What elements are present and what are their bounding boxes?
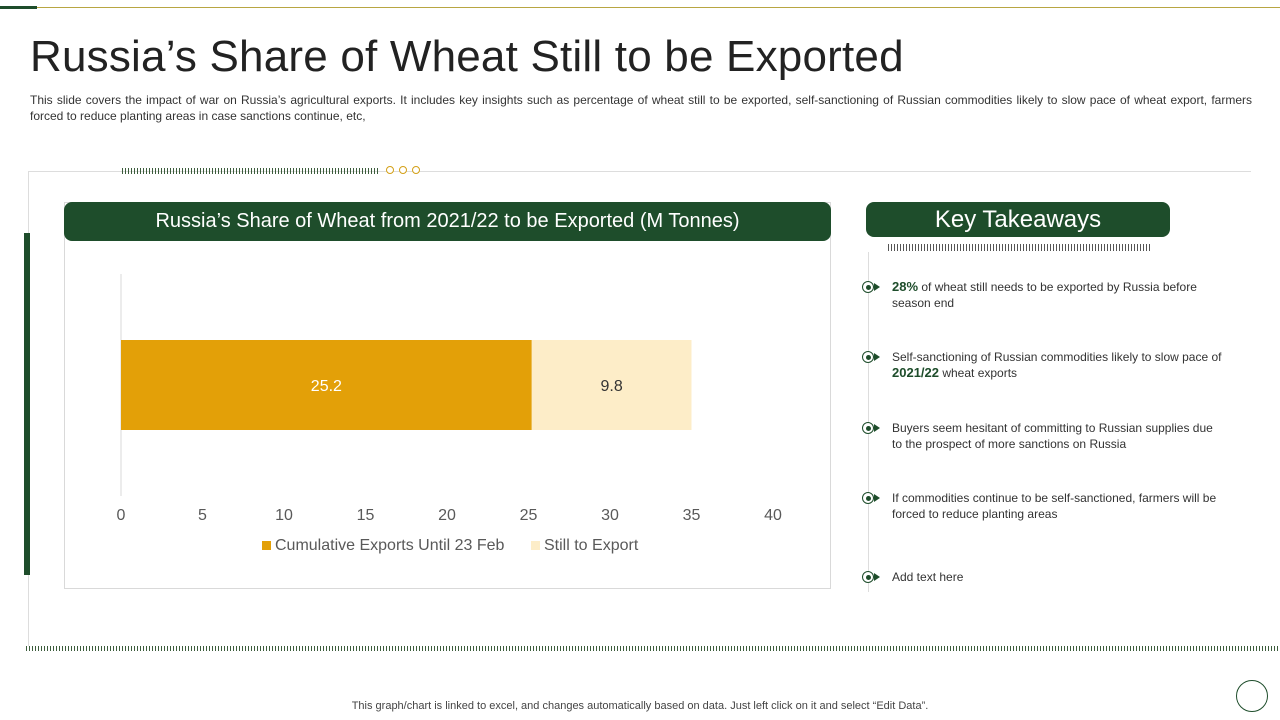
- page-title: Russia’s Share of Wheat Still to be Expo…: [30, 32, 904, 81]
- data-label: 25.2: [311, 378, 342, 395]
- bullet-icon: [862, 281, 880, 293]
- legend-label: Cumulative Exports Until 23 Feb: [275, 537, 505, 554]
- top-accent: [0, 6, 37, 9]
- legend-swatch: [531, 541, 540, 550]
- decorative-hatch-takeaways: [888, 244, 1150, 251]
- x-tick-label: 15: [357, 507, 375, 524]
- takeaway-item: Self-sanctioning of Russian commodities …: [862, 349, 1222, 381]
- decorative-dot: [399, 166, 407, 174]
- takeaway-text: 28% of wheat still needs to be exported …: [892, 279, 1222, 311]
- takeaway-body: Self-sanctioning of Russian commodities …: [892, 350, 1222, 364]
- x-tick-label: 30: [601, 507, 619, 524]
- x-tick-label: 5: [198, 507, 207, 524]
- decorative-dot: [412, 166, 420, 174]
- bar-still-to-export[interactable]: [531, 340, 692, 430]
- bullet-icon: [862, 571, 880, 583]
- chart-title: Russia’s Share of Wheat from 2021/22 to …: [64, 202, 831, 241]
- takeaway-item: Add text here: [862, 569, 1222, 585]
- bullet-icon: [862, 492, 880, 504]
- takeaway-item: 28% of wheat still needs to be exported …: [862, 279, 1222, 311]
- top-rule: [0, 7, 1280, 8]
- takeaway-item: If commodities continue to be self-sanct…: [862, 490, 1222, 522]
- x-tick-label: 0: [117, 507, 126, 524]
- takeaway-text: If commodities continue to be self-sanct…: [892, 491, 1217, 521]
- x-tick-label: 35: [683, 507, 701, 524]
- takeaway-highlight: 28%: [892, 279, 919, 294]
- takeaway-body: of wheat still needs to be exported by R…: [892, 280, 1197, 310]
- legend-swatch: [262, 541, 271, 550]
- data-label: 9.8: [601, 378, 623, 395]
- x-tick-label: 25: [520, 507, 538, 524]
- decorative-hatch-bottom: [26, 646, 1280, 651]
- left-accent-bar: [24, 233, 30, 575]
- page-subtitle: This slide covers the impact of war on R…: [30, 93, 1252, 123]
- x-tick-label: 10: [275, 507, 293, 524]
- bullet-icon: [862, 351, 880, 363]
- footer-note: This graph/chart is linked to excel, and…: [351, 700, 929, 712]
- takeaway-body: wheat exports: [939, 366, 1018, 380]
- key-takeaways-header: Key Takeaways: [866, 202, 1170, 237]
- stacked-bar-chart[interactable]: 25.2 9.8 0 5 10 15 20 25 30 35 40 Cumulative Export…: [64, 241, 831, 588]
- bar-cumulative-exports[interactable]: [121, 340, 532, 430]
- x-tick-label: 40: [764, 507, 782, 524]
- legend-label: Still to Export: [544, 537, 639, 554]
- bullet-icon: [862, 422, 880, 434]
- decorative-dot: [386, 166, 394, 174]
- takeaway-text: Self-sanctioning of Russian commodities …: [892, 349, 1222, 381]
- takeaway-item: Buyers seem hesitant of committing to Ru…: [862, 420, 1222, 452]
- x-tick-label: 20: [438, 507, 456, 524]
- corner-circle-icon: [1236, 680, 1268, 712]
- takeaway-text[interactable]: Add text here: [892, 570, 964, 584]
- takeaway-highlight: 2021/22: [892, 365, 939, 380]
- decorative-dots: [386, 166, 420, 174]
- frame-top-line: [28, 171, 1251, 172]
- takeaway-text: Buyers seem hesitant of committing to Ru…: [892, 421, 1213, 451]
- decorative-hatch-top: [122, 168, 380, 174]
